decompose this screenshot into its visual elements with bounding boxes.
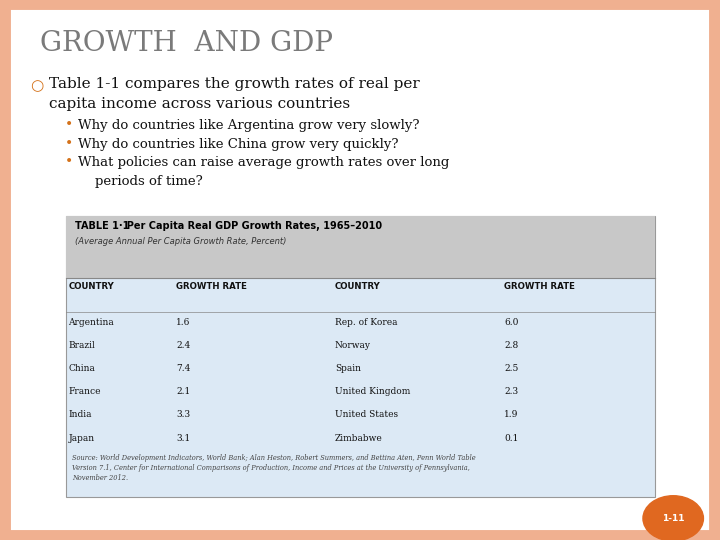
Text: periods of time?: periods of time? [78, 175, 202, 188]
Text: •: • [65, 117, 73, 131]
FancyBboxPatch shape [66, 216, 655, 497]
Text: 1.9: 1.9 [504, 410, 518, 420]
Text: GROWTH  AND GDP: GROWTH AND GDP [40, 30, 333, 57]
Text: Source: World Development Indicators, World Bank; Alan Heston, Robert Summers, a: Source: World Development Indicators, Wo… [72, 454, 476, 482]
Text: Brazil: Brazil [68, 341, 95, 350]
FancyBboxPatch shape [66, 216, 655, 278]
Text: 2.8: 2.8 [504, 341, 518, 350]
Text: United Kingdom: United Kingdom [335, 387, 410, 396]
FancyBboxPatch shape [4, 3, 716, 537]
Text: Japan: Japan [68, 434, 94, 443]
Text: ○: ○ [30, 78, 43, 93]
Text: COUNTRY: COUNTRY [335, 282, 381, 292]
Text: TABLE 1·1: TABLE 1·1 [75, 221, 130, 232]
Text: 2.1: 2.1 [176, 387, 191, 396]
Text: GROWTH RATE: GROWTH RATE [176, 282, 247, 292]
Text: Argentina: Argentina [68, 318, 114, 327]
Text: capita income across various countries: capita income across various countries [49, 97, 350, 111]
Text: •: • [65, 154, 73, 168]
Text: United States: United States [335, 410, 398, 420]
Text: Per Capita Real GDP Growth Rates, 1965–2010: Per Capita Real GDP Growth Rates, 1965–2… [120, 221, 382, 232]
Text: India: India [68, 410, 92, 420]
Text: 2.3: 2.3 [504, 387, 518, 396]
Text: 2.5: 2.5 [504, 364, 518, 373]
Circle shape [643, 496, 703, 540]
Text: Why do countries like China grow very quickly?: Why do countries like China grow very qu… [78, 138, 398, 151]
Text: 2.4: 2.4 [176, 341, 191, 350]
Text: Table 1-1 compares the growth rates of real per: Table 1-1 compares the growth rates of r… [49, 77, 420, 91]
Text: Zimbabwe: Zimbabwe [335, 434, 382, 443]
Text: Spain: Spain [335, 364, 361, 373]
Text: Norway: Norway [335, 341, 371, 350]
Text: (Average Annual Per Capita Growth Rate, Percent): (Average Annual Per Capita Growth Rate, … [75, 237, 287, 246]
Text: 3.3: 3.3 [176, 410, 191, 420]
Text: 1-11: 1-11 [662, 514, 685, 523]
Text: Rep. of Korea: Rep. of Korea [335, 318, 397, 327]
Text: 6.0: 6.0 [504, 318, 518, 327]
Text: China: China [68, 364, 95, 373]
Text: 3.1: 3.1 [176, 434, 191, 443]
Text: France: France [68, 387, 101, 396]
Text: GROWTH RATE: GROWTH RATE [504, 282, 575, 292]
Text: 0.1: 0.1 [504, 434, 518, 443]
Text: Why do countries like Argentina grow very slowly?: Why do countries like Argentina grow ver… [78, 119, 419, 132]
Text: 1.6: 1.6 [176, 318, 191, 327]
Text: 7.4: 7.4 [176, 364, 191, 373]
Text: •: • [65, 136, 73, 150]
Text: COUNTRY: COUNTRY [68, 282, 114, 292]
Text: What policies can raise average growth rates over long: What policies can raise average growth r… [78, 156, 449, 169]
